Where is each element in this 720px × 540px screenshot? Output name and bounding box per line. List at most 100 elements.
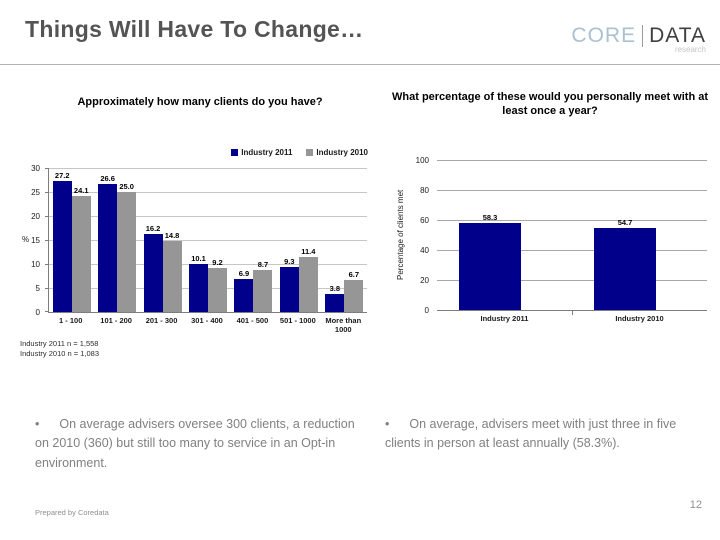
legend-swatch: [306, 149, 314, 156]
y-tick-label: 20: [31, 212, 40, 221]
bullet-icon: •: [385, 417, 390, 431]
legend-item: Industry 2010: [306, 148, 368, 157]
logo-data-text: DATA: [649, 24, 706, 47]
y-tick-label: 80: [420, 186, 429, 195]
y-axis-tick: [45, 264, 49, 265]
y-tick-label: 20: [420, 276, 429, 285]
bar-value-label: 24.1: [73, 186, 89, 196]
bar-industry-2010: [208, 267, 227, 312]
x-tick-label: 201 - 300: [145, 316, 178, 325]
clients-met-percentage-bar-chart: 58.3 54.7 0 20 40 60 80 100 Industry 2011 Industr…: [392, 146, 718, 364]
y-axis-tick: [45, 192, 49, 193]
legend-swatch: [231, 149, 239, 156]
gridline: [437, 160, 707, 161]
bar-industry-2010: [71, 196, 91, 312]
bar-industry-2010: [253, 270, 273, 312]
gridline: [437, 280, 707, 281]
bullet-icon: •: [35, 417, 40, 431]
x-tick-label: Industry 2010: [615, 314, 664, 323]
bar-percentage-of-clients-met: [459, 222, 521, 310]
chart-plot-area: 58.3 54.7: [437, 160, 707, 311]
bar-industry-2011: [234, 278, 254, 312]
bar-value-label: 8.7: [257, 260, 269, 270]
footer-credit: Prepared by Coredata: [35, 508, 109, 517]
legend-item: Industry 2011: [231, 148, 292, 157]
page-number: 12: [689, 499, 702, 511]
bar-value-label: 16.2: [145, 224, 161, 234]
legend-label: Industry 2010: [316, 148, 368, 157]
y-axis-tick: [45, 288, 49, 289]
logo-wordmark: CORE DATA: [571, 24, 706, 48]
y-tick-label: 100: [415, 156, 429, 165]
bar-industry-2010: [162, 240, 182, 312]
x-tick-label: 1 - 100: [59, 316, 83, 325]
y-axis-label: Percentage of clients met: [396, 189, 405, 281]
y-tick-label: 60: [420, 216, 429, 225]
right-bullet: • On average, advisers meet with just thr…: [385, 415, 685, 454]
bar-value-label: 25.0: [119, 182, 134, 191]
page-title: Things Will Have To Change…: [25, 16, 364, 42]
bar-value-label: 14.8: [164, 230, 180, 240]
clients-count-bar-chart: 27.2 24.1 26.6 25.0 16.2 14.8 10.1 9.2 6.9 8.7 9.3…: [20, 146, 378, 372]
bar-industry-2010: [298, 257, 318, 312]
bar-value-label: 26.6: [100, 174, 115, 184]
gridline: [49, 264, 367, 265]
gridline: [437, 220, 707, 221]
y-tick-label: 10: [31, 260, 40, 269]
gridline: [49, 168, 367, 169]
left-bullet-text: On average advisers oversee 300 clients,…: [35, 417, 355, 470]
gridline: [49, 216, 367, 217]
right-bullet-text: On average, advisers meet with just thre…: [385, 417, 677, 451]
y-axis-tick: [45, 168, 49, 169]
bar-industry-2011: [189, 263, 208, 312]
title-separator-line: [0, 64, 720, 65]
coredata-logo: CORE DATA research: [571, 24, 706, 54]
bar-value-label: 10.1: [191, 253, 206, 263]
chart-plot-area: 27.2 24.1 26.6 25.0 16.2 14.8 10.1 9.2 6.9 8.7 9.3…: [45, 168, 367, 313]
y-tick-label: 40: [420, 246, 429, 255]
bar-value-label: 54.7: [617, 217, 633, 227]
sample-size-note: Industry 2010 n = 1,083: [20, 349, 100, 358]
x-tick-label: Industry 2011: [480, 314, 529, 323]
left-chart-title: Approximately how many clients do you ha…: [77, 96, 323, 108]
y-axis-tick: [45, 216, 49, 217]
y-tick-label: 25: [31, 188, 40, 197]
y-axis-tick: [45, 240, 49, 241]
logo-divider: [642, 25, 644, 47]
bar-value-label: 3.8: [329, 283, 340, 293]
gridline: [437, 190, 707, 191]
legend-label: Industry 2011: [241, 148, 293, 157]
bar-industry-2010: [117, 192, 137, 312]
gridline: [49, 192, 367, 193]
y-axis-tick: [45, 311, 49, 312]
gridline: [49, 240, 367, 241]
bar-industry-2011: [279, 267, 299, 312]
bar-industry-2011: [325, 293, 345, 312]
x-tick-label: More than 1000: [325, 316, 362, 334]
bar-value-label: 6.9: [238, 268, 250, 278]
sample-size-note: Industry 2011 n = 1,558: [20, 339, 99, 348]
bar-value-label: 9.2: [212, 257, 223, 267]
bar-industry-2011: [52, 181, 72, 312]
gridline: [437, 250, 707, 251]
y-axis-label: %: [22, 235, 30, 244]
bar-value-label: 27.2: [54, 171, 70, 181]
bar-percentage-of-clients-met: [594, 227, 656, 310]
x-axis-tick: [572, 311, 573, 315]
logo-research-text: research: [674, 45, 706, 54]
y-tick-label: 30: [31, 164, 40, 173]
x-tick-label: 301 - 400: [191, 316, 223, 325]
bar-value-label: 6.7: [348, 269, 359, 279]
left-bullet: • On average advisers oversee 300 clients…: [35, 415, 367, 473]
bar-value-label: 9.3: [284, 257, 295, 267]
y-tick-label: 0: [35, 308, 40, 317]
y-tick-label: 5: [35, 284, 40, 293]
bar-industry-2010: [344, 279, 364, 312]
right-chart-title: What percentage of these would you perso…: [392, 91, 708, 117]
x-tick-label: 501 - 1000: [279, 316, 316, 325]
bar-industry-2011: [98, 184, 118, 312]
x-tick-label: 401 - 500: [236, 316, 269, 325]
y-tick-label: 0: [424, 306, 429, 315]
logo-core-text: CORE: [571, 24, 637, 47]
